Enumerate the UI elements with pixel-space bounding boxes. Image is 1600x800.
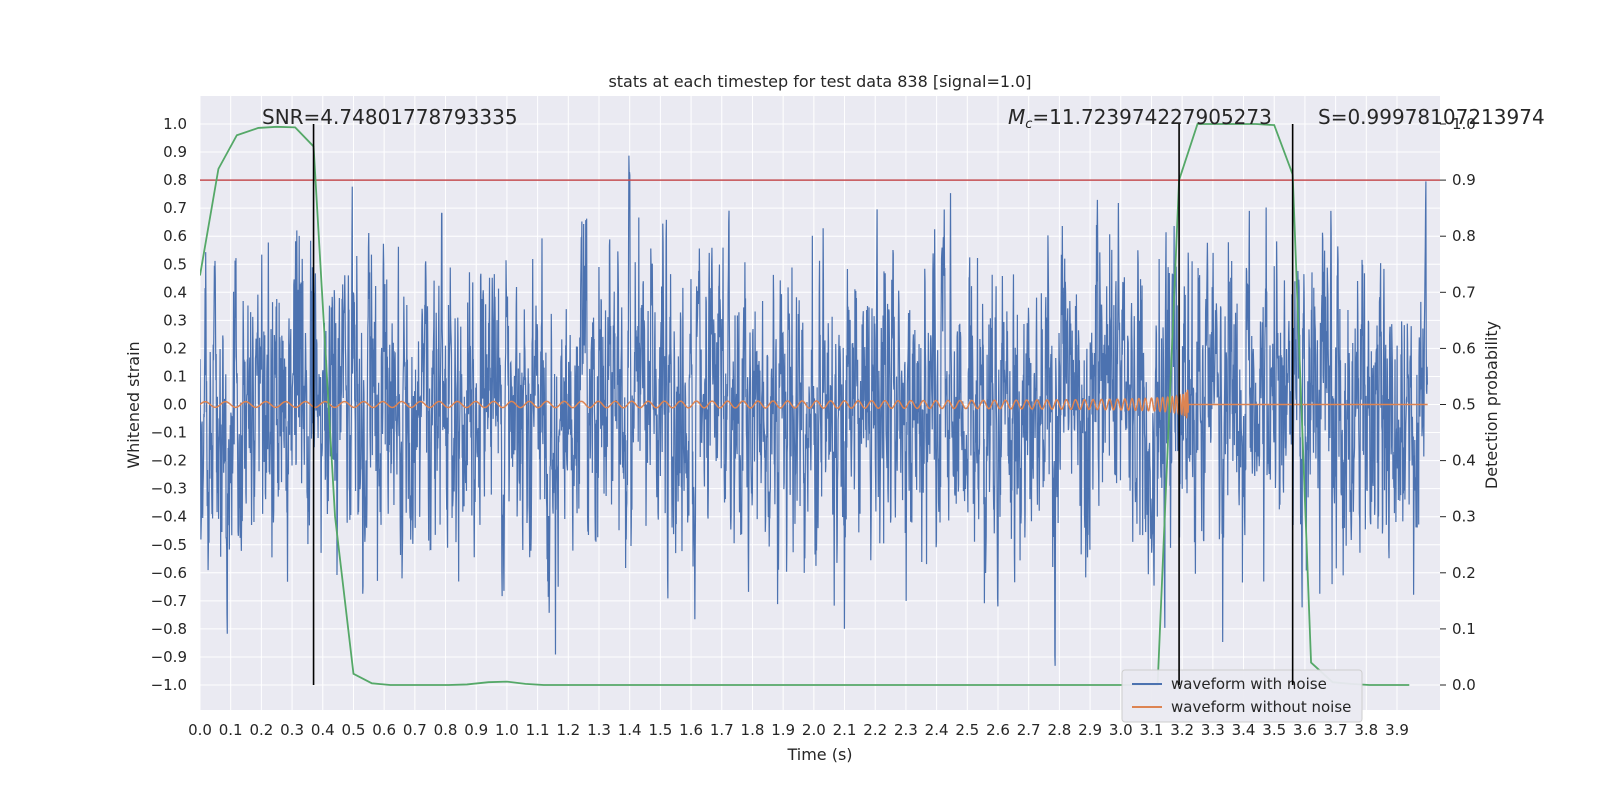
x-tick-label: 1.6 [679, 721, 703, 739]
x-tick-label: 0.9 [464, 721, 488, 739]
y-tick-label: −0.1 [151, 424, 187, 442]
y2-axis-label: Detection probability [1482, 321, 1501, 489]
y-tick-label: 0.5 [163, 255, 187, 273]
x-tick-label: 0.8 [434, 721, 458, 739]
x-tick-label: 3.0 [1109, 721, 1133, 739]
y2-tick-label: 0.2 [1452, 564, 1476, 582]
y-tick-label: 1.0 [163, 115, 187, 133]
snr-annotation: SNR=4.74801778793335 [262, 105, 518, 129]
y-tick-label: −0.9 [151, 648, 187, 666]
y-tick-label: −0.6 [151, 564, 187, 582]
plot-series-group [200, 123, 1440, 686]
y2-tick-label: 0.6 [1452, 339, 1476, 357]
y2-tick-label: 0.8 [1452, 227, 1476, 245]
x-tick-label: 0.5 [342, 721, 366, 739]
x-tick-label: 0.7 [403, 721, 427, 739]
y-tick-label: −0.8 [151, 620, 187, 638]
x-tick-label: 2.3 [894, 721, 918, 739]
y-tick-label: −0.3 [151, 480, 187, 498]
x-tick-label: 3.6 [1293, 721, 1317, 739]
x-tick-label: 2.0 [802, 721, 826, 739]
y2-tick-label: 0.1 [1452, 620, 1476, 638]
y-tick-label: 0.9 [163, 143, 187, 161]
x-tick-label: 3.4 [1232, 721, 1256, 739]
x-tick-label: 3.3 [1201, 721, 1225, 739]
x-tick-label: 2.9 [1078, 721, 1102, 739]
x-axis-ticks: 0.0 0.1 0.2 0.3 0.4 0.5 0.6 0.7 0.8 0.9 1.0 1.1 1.2 1… [188, 721, 1409, 739]
x-tick-label: 1.7 [710, 721, 734, 739]
y-axis-ticks: 1.0 0.9 0.8 0.7 0.6 0.5 0.4 0.3 0.2 0.1 0.0 −0.1 −0.… [151, 115, 187, 694]
y-axis-label: Whitened strain [124, 341, 143, 468]
x-tick-label: 1.9 [771, 721, 795, 739]
chirp-mass-annotation: Mc=11.723974227905273 [1008, 105, 1272, 132]
y-tick-label: 0.2 [163, 339, 187, 357]
legend-label-with-noise: waveform with noise [1171, 675, 1327, 693]
x-tick-label: 3.1 [1140, 721, 1164, 739]
x-tick-label: 2.4 [925, 721, 949, 739]
x-tick-label: 2.5 [955, 721, 979, 739]
x-tick-label: 2.1 [833, 721, 857, 739]
y-tick-label: −0.5 [151, 536, 187, 554]
x-tick-label: 2.2 [863, 721, 887, 739]
y2-tick-label: 0.9 [1452, 171, 1476, 189]
x-tick-label: 3.8 [1354, 721, 1378, 739]
x-tick-label: 1.5 [648, 721, 672, 739]
legend: waveform with noise waveform without noi… [1121, 669, 1363, 723]
x-tick-label: 0.6 [372, 721, 396, 739]
chart-title: stats at each timestep for test data 838… [608, 72, 1031, 91]
y-tick-label: 0.4 [163, 283, 187, 301]
significance-annotation: S=0.99978107213974 [1318, 105, 1545, 129]
series-detection-probability [200, 123, 1410, 686]
y2-tick-label: 0.0 [1452, 676, 1476, 694]
x-tick-label: 3.2 [1170, 721, 1194, 739]
y-tick-label: −0.2 [151, 452, 187, 470]
x-tick-label: 0.0 [188, 721, 212, 739]
y-tick-label: 0.3 [163, 311, 187, 329]
y-tick-label: −1.0 [151, 676, 187, 694]
y-tick-label: −0.7 [151, 592, 187, 610]
y-tick-label: 0.7 [163, 199, 187, 217]
x-tick-label: 2.8 [1047, 721, 1071, 739]
x-tick-label: 3.9 [1385, 721, 1409, 739]
y-tick-label: 0.8 [163, 171, 187, 189]
x-tick-label: 1.3 [587, 721, 611, 739]
x-tick-label: 1.8 [741, 721, 765, 739]
x-tick-label: 1.2 [556, 721, 580, 739]
x-axis-label: Time (s) [786, 745, 852, 764]
x-tick-label: 2.6 [986, 721, 1010, 739]
x-tick-label: 1.4 [618, 721, 642, 739]
legend-label-without-noise: waveform without noise [1171, 698, 1351, 716]
x-tick-label: 0.4 [311, 721, 335, 739]
series-waveform-with-noise [200, 155, 1428, 666]
x-tick-label: 3.5 [1262, 721, 1286, 739]
y-tick-label: 0.0 [163, 396, 187, 414]
series-waveform-without-noise [200, 389, 1428, 419]
y-tick-label: 0.1 [163, 367, 187, 385]
y-tick-label: −0.4 [151, 508, 187, 526]
x-tick-label: 3.7 [1324, 721, 1348, 739]
x-tick-label: 0.3 [280, 721, 304, 739]
x-tick-label: 0.1 [219, 721, 243, 739]
y2-tick-label: 0.5 [1452, 396, 1476, 414]
y-tick-label: 0.6 [163, 227, 187, 245]
x-tick-label: 2.7 [1017, 721, 1041, 739]
x-tick-label: 1.0 [495, 721, 519, 739]
y2-tick-label: 0.7 [1452, 283, 1476, 301]
y2-tick-label: 0.4 [1452, 452, 1476, 470]
x-tick-label: 1.1 [526, 721, 550, 739]
y2-tick-label: 1.0 [1452, 115, 1476, 133]
legend-box [1121, 669, 1363, 723]
x-tick-label: 0.2 [249, 721, 273, 739]
y2-tick-label: 0.3 [1452, 508, 1476, 526]
y2-axis-ticks: 1.0 0.9 0.8 0.7 0.6 0.5 0.4 0.3 0.2 0.1 0.0 [1440, 115, 1476, 694]
